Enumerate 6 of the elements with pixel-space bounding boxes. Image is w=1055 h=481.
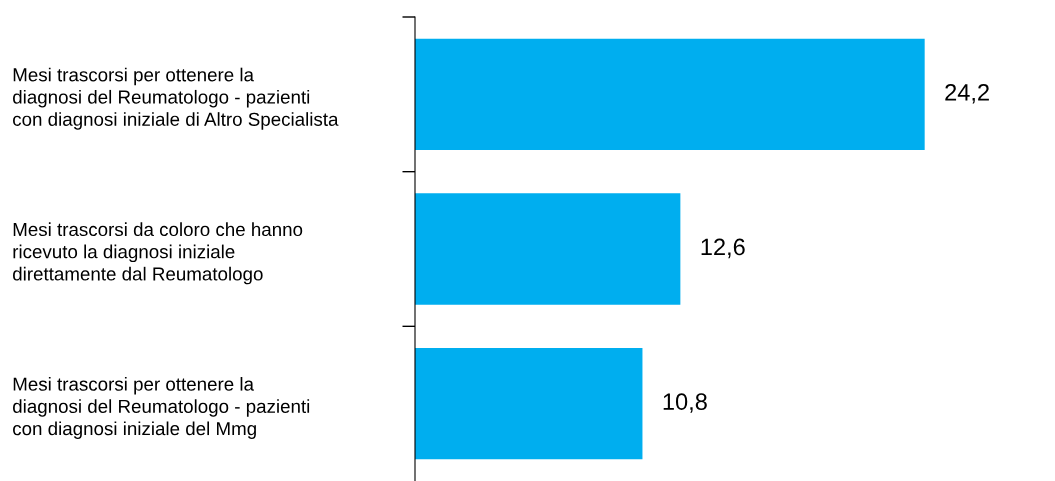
y-tick-label: Mesi trascorsi per ottenere la diagnosi del Reumatologo - pazienti con diagnosi iniziale del Mmg [13, 377, 310, 439]
data-label: 10,8 [663, 393, 707, 413]
y-tick-label: Mesi trascorsi per ottenere la diagnosi del Reumatologo - pazienti con diagnosi iniziale di Altro Specialista [13, 67, 339, 130]
data-label: 24,2 [945, 83, 989, 104]
data-label: 12,6 [701, 238, 745, 259]
y-tick-label: Mesi trascorsi da coloro che hanno ricevuto la diagnosi iniziale direttamente dal Reumatologo [13, 222, 303, 285]
